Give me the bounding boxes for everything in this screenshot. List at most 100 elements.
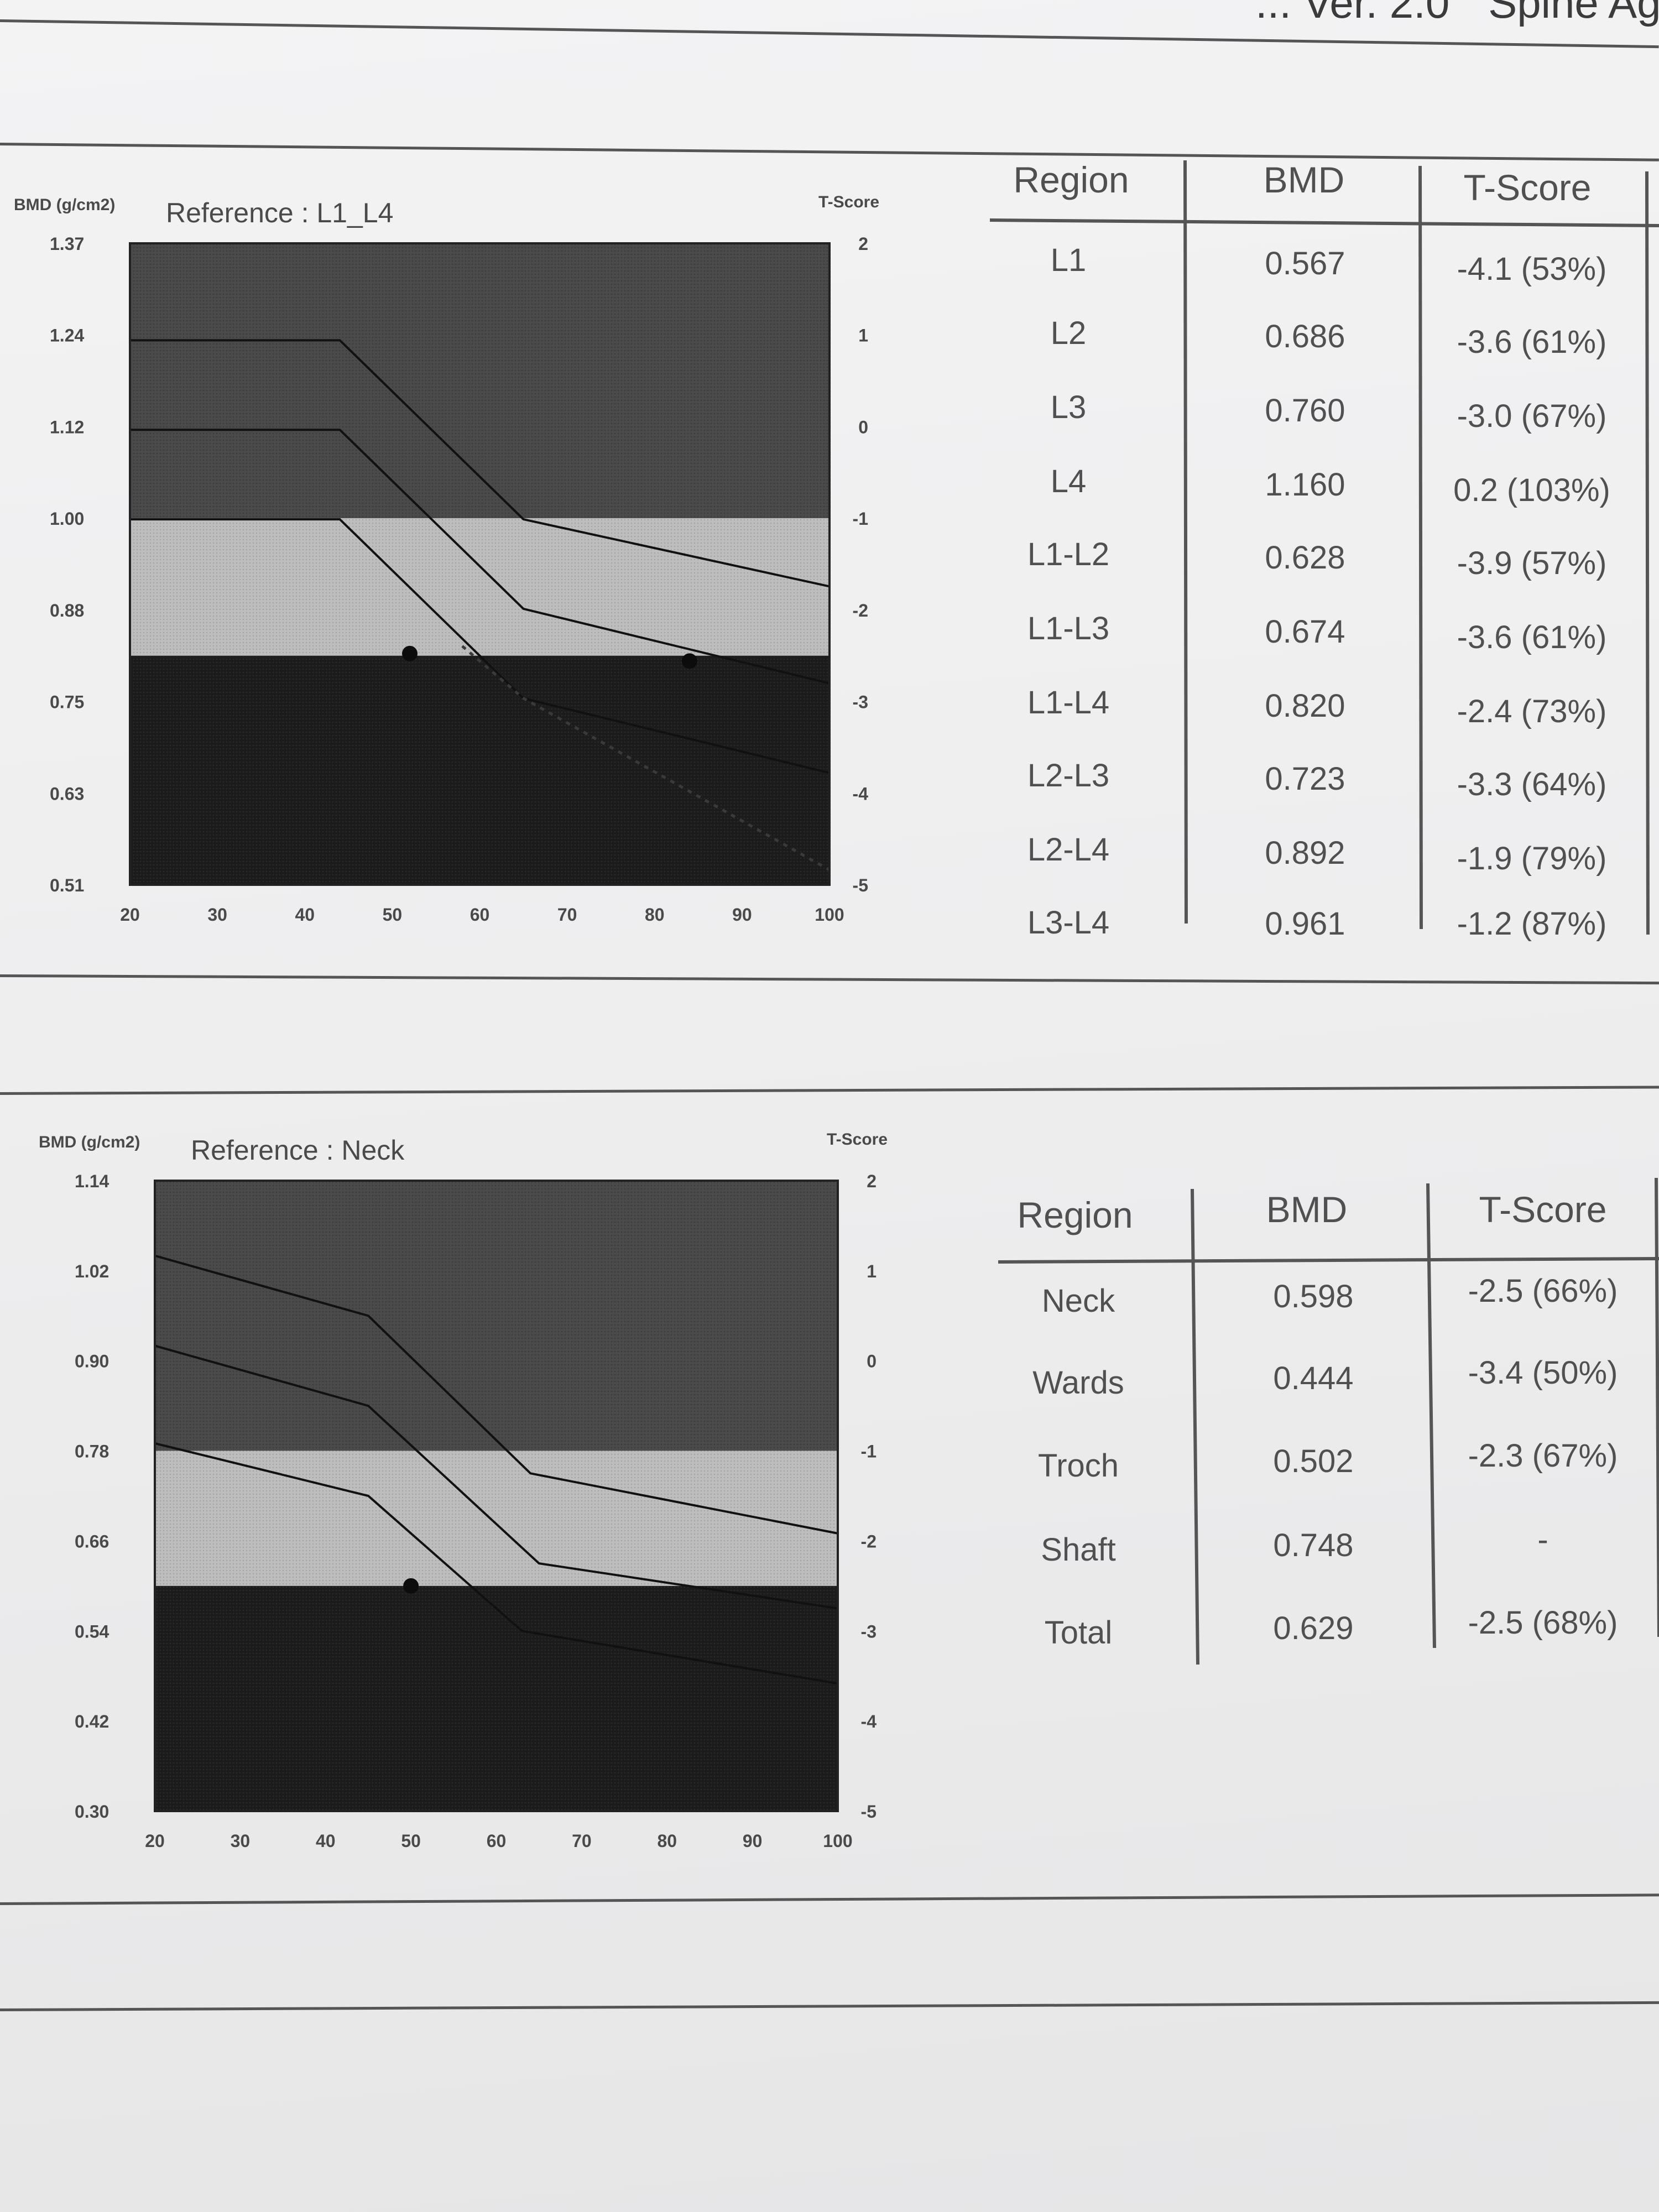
- x-tick-label: 30: [207, 905, 227, 925]
- y-tick-label: 0.75: [50, 692, 84, 712]
- reference-curve-line: [154, 1344, 838, 1610]
- bmd-cell: 0.567: [1265, 246, 1345, 281]
- results-table-lumbar: Region BMD T-Score L1 0.567 -4.1 (53%) L2 0…: [989, 159, 1659, 942]
- tscore-cell: -4.1 (53%): [1457, 251, 1607, 287]
- table-row: L1 0.567 -4.1 (53%): [1051, 242, 1607, 287]
- bmd-cell: 0.961: [1265, 906, 1345, 942]
- y2-tick-label: -1: [853, 509, 868, 529]
- region-cell: L4: [1051, 463, 1087, 499]
- bmd-cell: 0.723: [1265, 761, 1345, 797]
- chart-title: Reference : Neck: [191, 1135, 405, 1166]
- y2-tick-label: -1: [861, 1442, 877, 1462]
- region-cell: L3: [1051, 389, 1087, 425]
- bmd-chart-neck: Reference : Neck BMD (g/cm2) T-Score 1.14 1.…: [39, 1130, 888, 1851]
- table-row: L1-L2 0.628 -3.9 (57%): [1027, 536, 1607, 581]
- tscore-cell: -1.2 (87%): [1457, 906, 1607, 942]
- y2-tick-label: 0: [867, 1352, 877, 1371]
- plot-frame: [129, 242, 831, 886]
- table-column-divider: [1655, 1177, 1659, 1637]
- y-tick-label: 1.12: [50, 417, 84, 437]
- bmd-cell: 0.892: [1265, 835, 1345, 871]
- y-tick-label: 1.14: [75, 1171, 109, 1191]
- table-column-divider: [1191, 1188, 1199, 1665]
- table-row: L3 0.760 -3.0 (67%): [1051, 389, 1607, 434]
- y-tick-label: 0.66: [75, 1531, 109, 1551]
- region-cell: L1-L2: [1027, 536, 1109, 572]
- y2-tick-label: 1: [858, 326, 868, 346]
- report-header-text: ... Ver. 2.0 Spine Ag. :: [1217, 0, 1659, 28]
- table-header-underline: [989, 218, 1659, 227]
- region-cell: Neck: [1042, 1283, 1115, 1319]
- y2-tick-label: -3: [853, 692, 868, 712]
- patient-marker: [402, 645, 418, 661]
- y2-axis-label: T-Score: [827, 1130, 888, 1149]
- table-column-divider: [1426, 1183, 1436, 1648]
- region-cell: L1-L4: [1027, 685, 1109, 721]
- x-tick-label: 90: [743, 1831, 763, 1851]
- tscore-cell: -3.6 (61%): [1457, 324, 1607, 360]
- plot-frame: [154, 1180, 839, 1812]
- results-table-femur: Region BMD T-Score Neck 0.598 -2.5 (66%) W…: [998, 1177, 1659, 1665]
- table-row: Troch 0.502 -2.3 (67%): [1038, 1438, 1618, 1484]
- x-tick-label: 40: [316, 1831, 336, 1851]
- divider-line-section2-bottom: [0, 1893, 1659, 1905]
- table-row: Shaft 0.748 -: [1041, 1522, 1548, 1568]
- reference-curve-line: [154, 1254, 838, 1535]
- x-tick-label: 50: [401, 1831, 421, 1851]
- x-tick-label: 60: [470, 905, 490, 925]
- tscore-cell: -: [1537, 1522, 1548, 1558]
- reference-curve-line: [130, 339, 830, 588]
- divider-line-section2-top: [0, 1086, 1659, 1095]
- x-tick-label: 60: [487, 1831, 507, 1851]
- tscore-cell: -3.3 (64%): [1457, 766, 1607, 802]
- osteopenia-zone-band: [130, 518, 830, 656]
- table-row: L2-L3 0.723 -3.3 (64%): [1027, 758, 1607, 802]
- reference-curve-line: [154, 1442, 838, 1685]
- divider-line-bottom: [0, 2001, 1659, 2011]
- x-tick-label: 50: [383, 905, 403, 925]
- region-cell: Total: [1045, 1615, 1113, 1651]
- software-version-text: ... Ver. 2.0: [1255, 0, 1450, 27]
- table-header-underline: [998, 1257, 1659, 1264]
- table-column-divider: [1183, 160, 1188, 924]
- tscore-cell: -3.9 (57%): [1457, 545, 1607, 581]
- bmd-cell: 1.160: [1265, 467, 1345, 503]
- tscore-cell: -2.4 (73%): [1457, 693, 1607, 729]
- region-cell: Troch: [1038, 1448, 1119, 1484]
- x-tick-label: 20: [145, 1831, 165, 1851]
- table-row: L4 1.160 0.2 (103%): [1051, 463, 1610, 508]
- table-header-bmd: BMD: [1264, 159, 1345, 200]
- y2-tick-label: 1: [867, 1261, 877, 1281]
- bmd-cell: 0.674: [1265, 614, 1345, 650]
- y-tick-label: 0.63: [50, 784, 84, 804]
- table-row: L1-L4 0.820 -2.4 (73%): [1027, 685, 1607, 729]
- x-tick-label: 20: [120, 905, 140, 925]
- x-tick-label: 40: [295, 905, 315, 925]
- osteopenia-zone-band: [155, 1451, 838, 1586]
- table-row: L2 0.686 -3.6 (61%): [1051, 315, 1607, 360]
- region-cell: L2: [1051, 315, 1087, 351]
- y2-tick-label: 2: [858, 234, 868, 254]
- region-cell: L2-L4: [1027, 832, 1109, 868]
- y2-axis-label: T-Score: [818, 193, 879, 211]
- bmd-cell: 0.686: [1265, 319, 1345, 354]
- reference-curve-line: [130, 429, 830, 685]
- y-tick-label: 0.88: [50, 601, 84, 620]
- tscore-cell: -2.3 (67%): [1468, 1438, 1618, 1474]
- y-tick-label: 1.37: [50, 234, 84, 254]
- y-tick-label: 1.02: [75, 1261, 109, 1281]
- y-tick-label: 1.00: [50, 509, 84, 529]
- table-row: Neck 0.598 -2.5 (66%): [1042, 1273, 1618, 1319]
- chart-title: Reference : L1_L4: [166, 197, 393, 228]
- table-header-tscore: T-Score: [1479, 1189, 1606, 1230]
- y2-tick-label: -4: [861, 1712, 877, 1731]
- tscore-cell: 0.2 (103%): [1453, 472, 1610, 508]
- y2-tick-label: -5: [853, 875, 868, 895]
- y2-tick-label: -4: [853, 784, 869, 804]
- tscore-cell: -3.4 (50%): [1468, 1355, 1618, 1391]
- x-tick-label: 30: [231, 1831, 251, 1851]
- bmd-cell: 0.760: [1265, 393, 1345, 429]
- region-cell: L3-L4: [1027, 905, 1109, 941]
- bmd-cell: 0.628: [1265, 540, 1345, 576]
- table-row: L3-L4 0.961 -1.2 (87%): [1027, 905, 1607, 942]
